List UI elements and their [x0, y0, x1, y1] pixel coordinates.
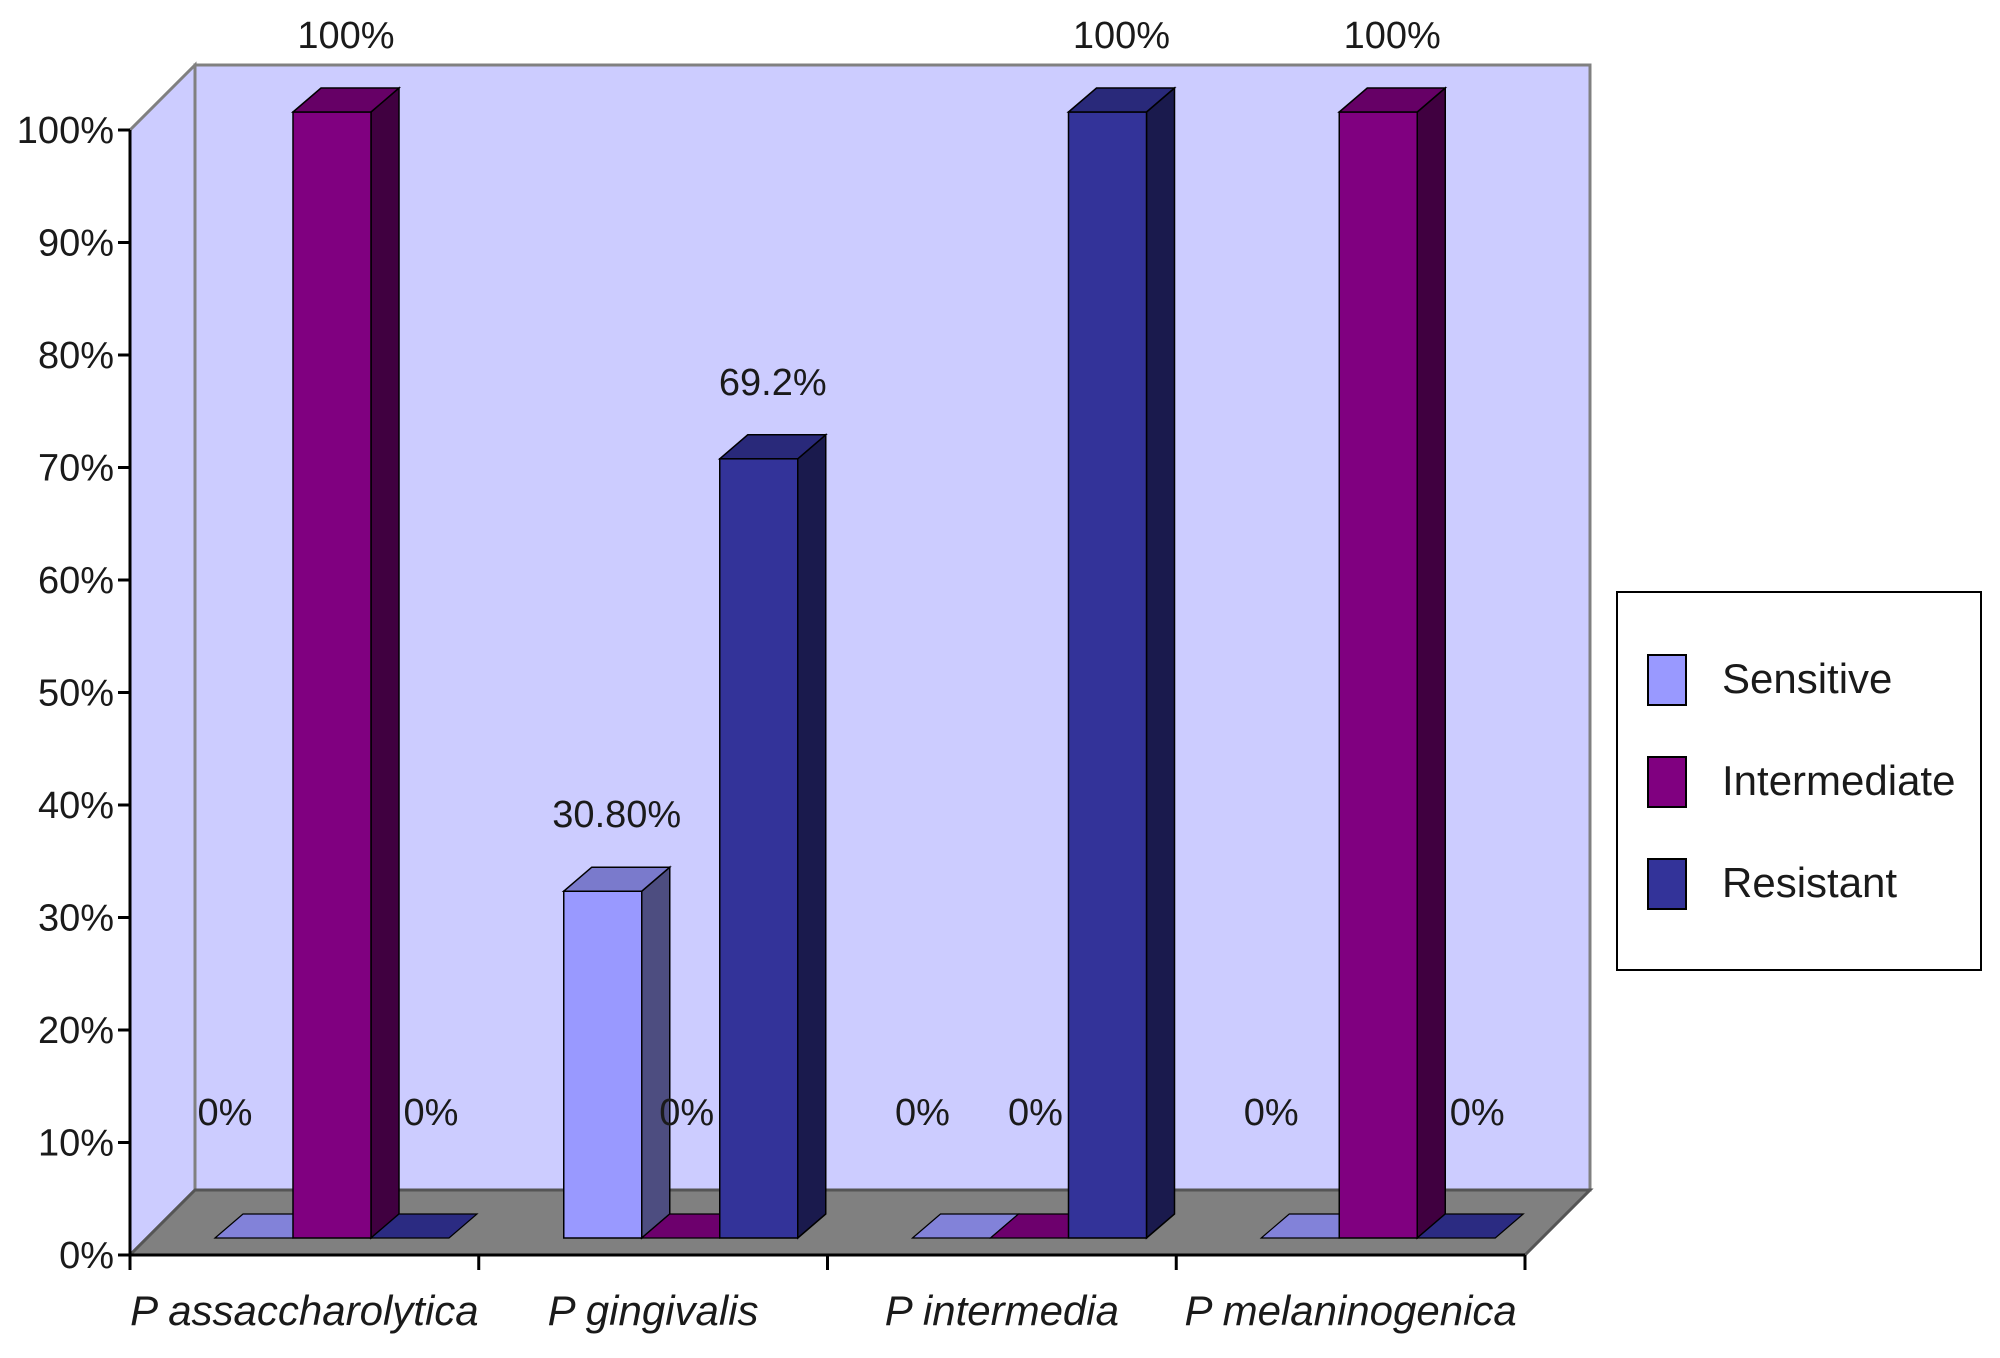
legend: Sensitive Intermediate Resistant — [1616, 591, 1982, 971]
data-label: 0% — [895, 1092, 950, 1134]
y-tick-label: 90% — [38, 223, 114, 265]
x-category-label: P melaninogenica — [1184, 1287, 1516, 1334]
bar-resistant — [717, 433, 828, 1240]
bar-intermediate — [1337, 86, 1448, 1240]
y-tick-label: 10% — [38, 1123, 114, 1165]
x-category-label: P assaccharolytica — [130, 1287, 479, 1334]
data-label: 0% — [404, 1092, 459, 1134]
legend-swatch — [1647, 756, 1687, 808]
legend-label: Intermediate — [1722, 757, 1955, 804]
data-label: 69.2% — [719, 362, 827, 404]
data-label: 0% — [1450, 1092, 1505, 1134]
x-category-label: P gingivalis — [548, 1287, 759, 1334]
bars — [213, 86, 1525, 1240]
y-tick-label: 60% — [38, 560, 114, 602]
legend-label: Resistant — [1722, 859, 1897, 906]
y-tick-label: 80% — [38, 335, 114, 377]
legend-item: Resistant — [1647, 858, 1897, 910]
legend-swatch — [1647, 654, 1687, 706]
bar-sensitive — [561, 865, 672, 1240]
y-tick-label: 100% — [17, 110, 114, 152]
data-label: 0% — [659, 1092, 714, 1134]
legend-label: Sensitive — [1722, 655, 1892, 702]
y-tick-label: 40% — [38, 785, 114, 827]
data-label: 30.80% — [552, 794, 681, 836]
bar-resistant — [369, 1213, 479, 1239]
axes: 0% 10% 20% 30% 40% 50% 60% 70% 80% 90% 100% P assac… — [17, 110, 1527, 1334]
y-tick-label: 70% — [38, 448, 114, 490]
data-label: 0% — [198, 1092, 253, 1134]
y-tick-label: 0% — [59, 1235, 114, 1277]
data-label: 100% — [1344, 15, 1441, 57]
legend-item: Sensitive — [1647, 654, 1892, 706]
data-label: 0% — [1244, 1092, 1299, 1134]
data-label: 100% — [297, 15, 394, 57]
bar-resistant — [1066, 86, 1177, 1240]
bar-intermediate — [290, 86, 402, 1240]
x-category-label: P intermedia — [885, 1287, 1119, 1334]
legend-item: Intermediate — [1647, 756, 1955, 808]
y-tick-label: 30% — [38, 898, 114, 940]
bar-resistant — [1415, 1213, 1525, 1239]
data-label: 100% — [1073, 15, 1170, 57]
y-tick-label: 20% — [38, 1010, 114, 1052]
y-tick-label: 50% — [38, 673, 114, 715]
data-labels: 0% 100% 0% 30.80% 0% 69.2% 0% 0% 100% 0% 100% 0% — [198, 15, 1505, 1134]
data-label: 0% — [1008, 1092, 1063, 1134]
side-wall — [128, 61, 197, 1259]
legend-swatch — [1647, 858, 1687, 910]
